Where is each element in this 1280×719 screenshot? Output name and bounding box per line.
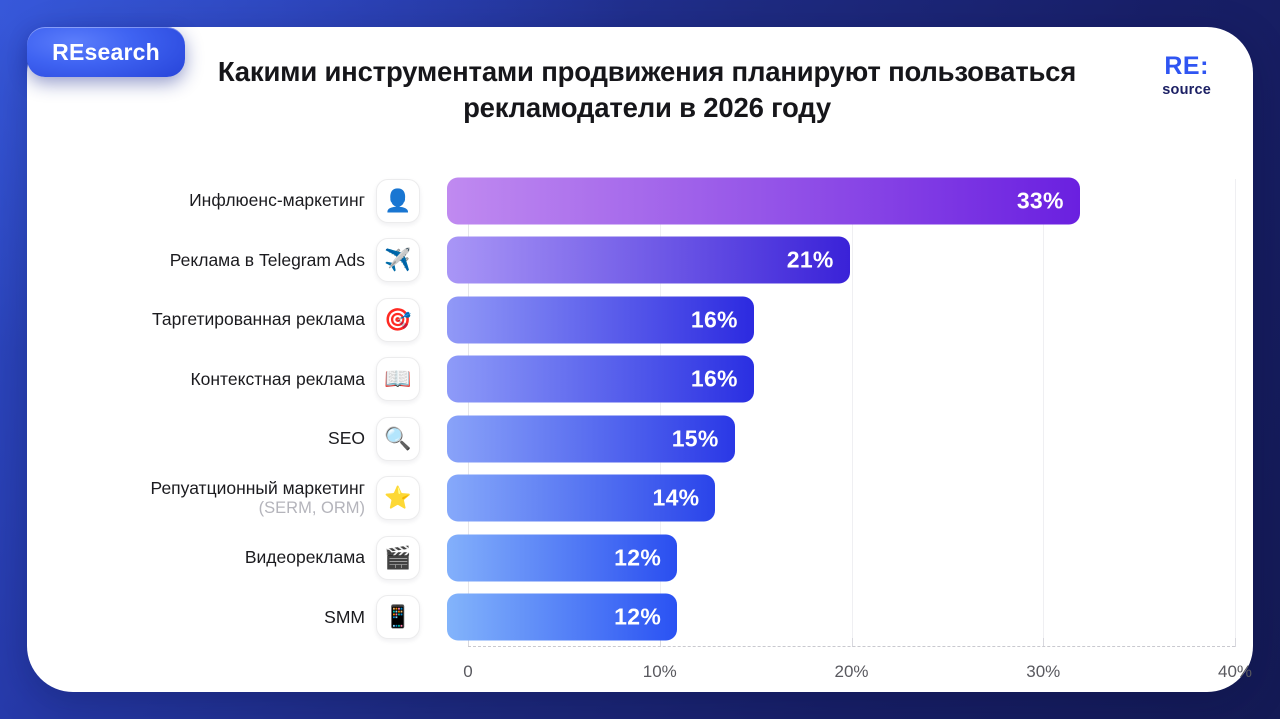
- axis-tick-label: 30%: [1026, 662, 1061, 681]
- bar-value-label: 21%: [786, 246, 834, 273]
- axis-tick-label: 40%: [1217, 662, 1253, 681]
- chart-row: Контекстная реклама 📖 16%: [27, 350, 1253, 410]
- resource-logo: RE: source: [1162, 54, 1211, 98]
- bar-value-label: 14%: [652, 484, 700, 511]
- chart-row: SMM 📱 12%: [27, 588, 1253, 648]
- bar: 21%: [447, 236, 850, 284]
- bar: 16%: [447, 355, 754, 403]
- chart-row: Таргетированная реклама 🎯 16%: [27, 290, 1253, 350]
- bar-track: 33%: [433, 171, 1253, 231]
- bar-value-label: 12%: [614, 544, 662, 571]
- axis-tick-label: 10%: [642, 662, 677, 681]
- bar: 14%: [447, 474, 716, 522]
- bar: 12%: [447, 593, 678, 641]
- research-badge-label: REsearch: [52, 38, 160, 65]
- page-title: Какими инструментами продвижения планиру…: [217, 56, 1077, 124]
- star-icon: ⭐: [376, 476, 420, 521]
- category-sublabel: (SERM, ORM): [258, 498, 365, 517]
- bar-value-label: 16%: [690, 306, 738, 333]
- axis-tick-label: 20%: [834, 662, 869, 681]
- bar-track: 16%: [433, 290, 1253, 350]
- bust-in-silhouette-icon: 👤: [376, 178, 420, 223]
- mobile-phone-icon: 📱: [376, 595, 420, 640]
- category-label: Контекстная реклама: [190, 368, 365, 389]
- bar-track: 16%: [433, 350, 1253, 410]
- logo-primary-text: RE:: [1164, 52, 1209, 80]
- chart-row: Видеореклама 🎬 12%: [27, 528, 1253, 588]
- chart-row: Инфлюенс-маркетинг 👤 33%: [27, 171, 1253, 231]
- research-badge: REsearch: [27, 27, 185, 77]
- chart-row: Репуатционный маркетинг (SERM, ORM) ⭐ 14%: [27, 469, 1253, 529]
- bar: 33%: [447, 177, 1080, 225]
- category-label: Таргетированная реклама: [151, 309, 365, 330]
- bar-value-label: 33%: [1016, 187, 1064, 214]
- bar-chart: 0 10% 20% 30% 40% Инфлюенс-маркетинг 👤 33% Рекл…: [27, 159, 1253, 692]
- category-label: SMM: [324, 606, 365, 627]
- chart-card: Какими инструментами продвижения планиру…: [27, 27, 1253, 692]
- bar-rows: Инфлюенс-маркетинг 👤 33% Реклама в Telegram…: [27, 171, 1253, 647]
- bar-value-label: 15%: [671, 425, 719, 452]
- bar-track: 21%: [433, 231, 1253, 291]
- bar: 15%: [447, 415, 735, 463]
- dart-icon: 🎯: [376, 297, 420, 342]
- bar-track: 12%: [433, 588, 1253, 648]
- magnifying-glass-icon: 🔍: [376, 416, 420, 461]
- card-header: Какими инструментами продвижения планиру…: [27, 27, 1253, 167]
- category-label: Репуатционный маркетинг (SERM, ORM): [27, 478, 375, 518]
- bar-value-label: 16%: [690, 365, 738, 392]
- bar: 16%: [447, 296, 754, 344]
- bar-value-label: 12%: [614, 603, 662, 630]
- airplane-icon: ✈️: [376, 238, 420, 283]
- bar-track: 15%: [433, 409, 1253, 469]
- open-book-icon: 📖: [376, 357, 420, 402]
- bar-track: 14%: [433, 469, 1253, 529]
- bar-track: 12%: [433, 528, 1253, 588]
- category-label: Реклама в Telegram Ads: [169, 249, 365, 270]
- bar: 12%: [447, 534, 678, 582]
- chart-row: Реклама в Telegram Ads ✈️ 21%: [27, 231, 1253, 291]
- category-label: Инфлюенс-маркетинг: [189, 190, 365, 211]
- logo-secondary-text: source: [1162, 82, 1211, 98]
- axis-tick-label: 0: [463, 662, 473, 681]
- category-label: SEO: [328, 428, 365, 449]
- clapper-board-icon: 🎬: [376, 535, 420, 580]
- chart-row: SEO 🔍 15%: [27, 409, 1253, 469]
- category-label: Видеореклама: [244, 547, 365, 568]
